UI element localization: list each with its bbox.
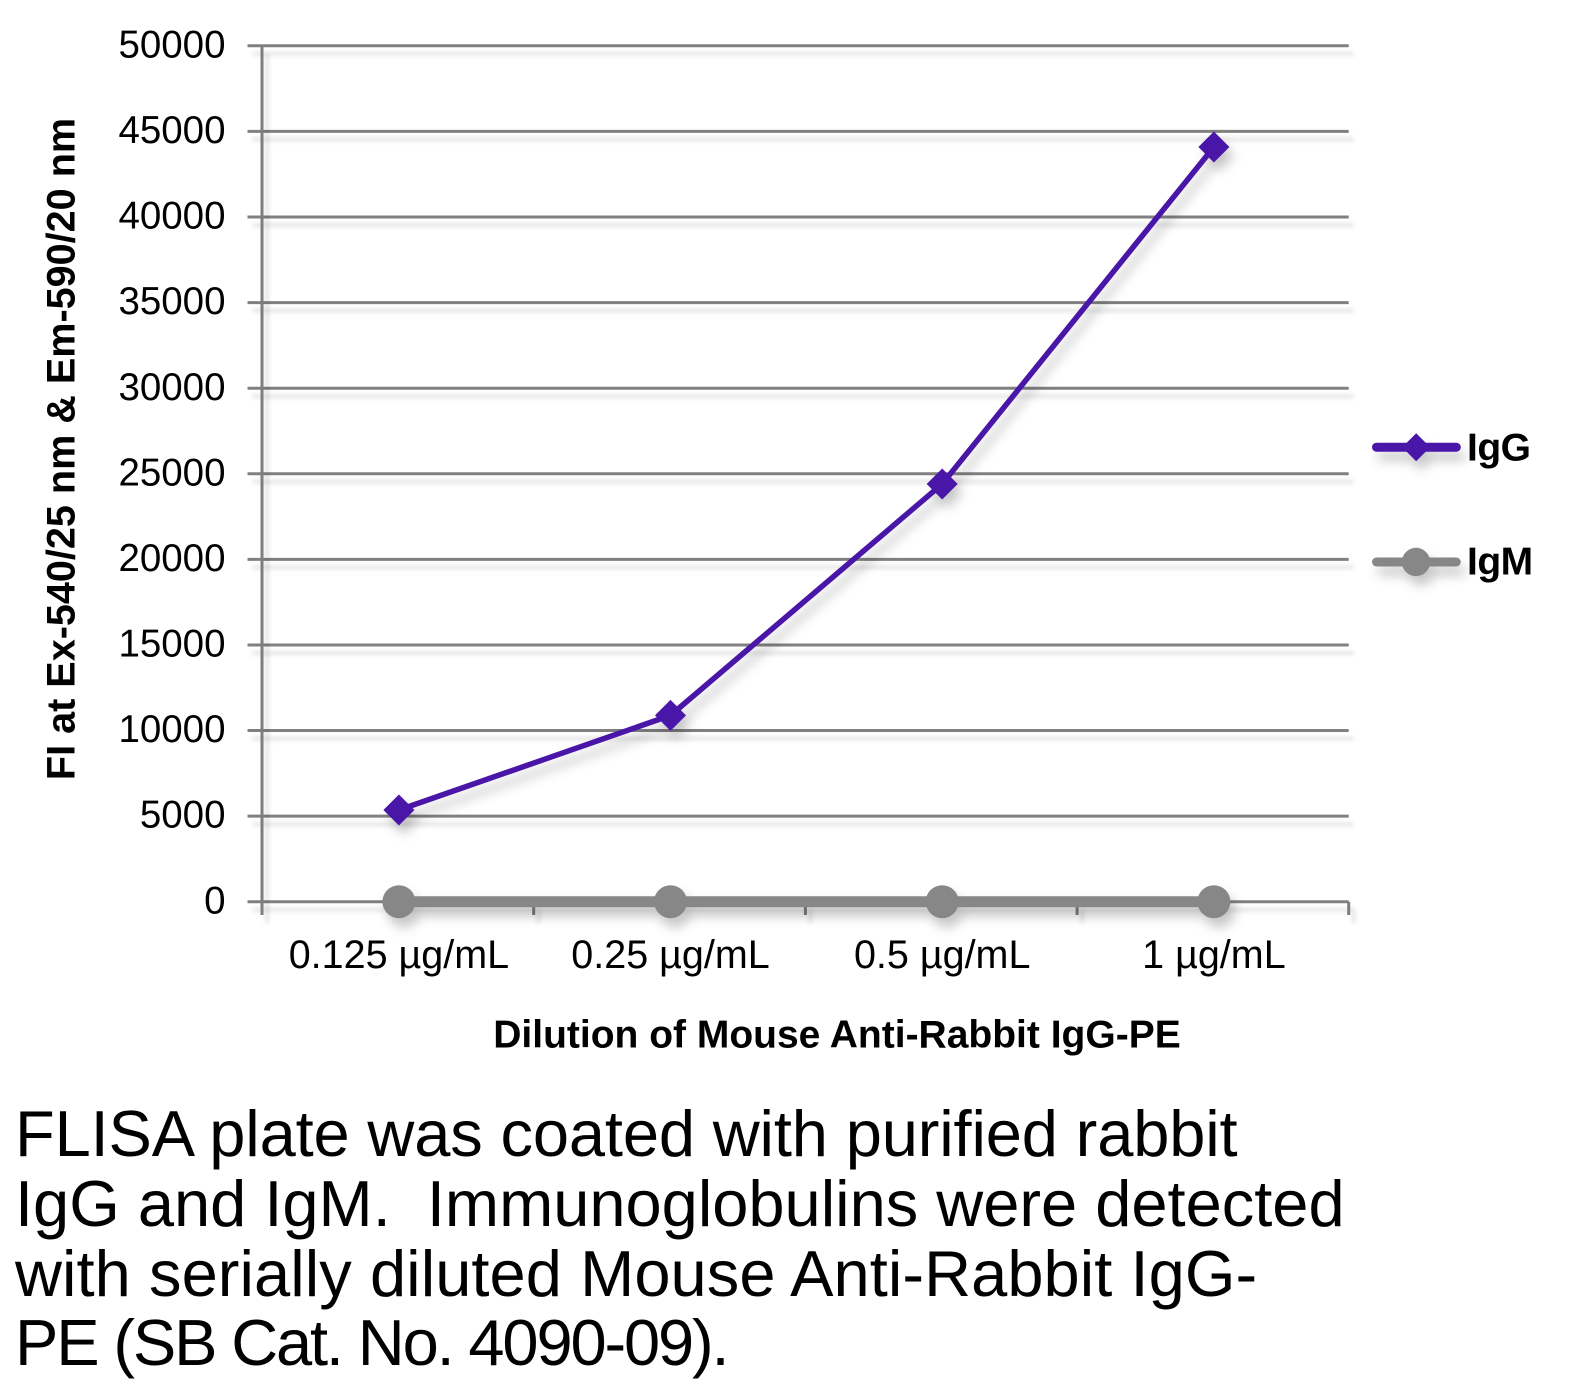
svg-text:10000: 10000	[118, 708, 225, 751]
svg-text:0.5 µg/mL: 0.5 µg/mL	[854, 933, 1030, 977]
svg-text:35000: 35000	[118, 280, 225, 323]
svg-text:1 µg/mL: 1 µg/mL	[1142, 933, 1286, 977]
svg-text:0.125 µg/mL: 0.125 µg/mL	[289, 933, 509, 977]
svg-text:25000: 25000	[118, 451, 225, 494]
svg-text:45000: 45000	[118, 109, 225, 152]
svg-text:0: 0	[204, 879, 225, 922]
svg-text:20000: 20000	[118, 537, 225, 580]
svg-text:40000: 40000	[118, 195, 225, 238]
svg-text:15000: 15000	[118, 623, 225, 666]
svg-text:5000: 5000	[140, 794, 226, 837]
svg-text:30000: 30000	[118, 366, 225, 409]
svg-text:50000: 50000	[118, 23, 225, 66]
svg-text:IgM: IgM	[1467, 540, 1533, 583]
svg-text:0.25 µg/mL: 0.25 µg/mL	[571, 933, 769, 977]
svg-text:FI at Ex-540/25 nm & Em-590/20: FI at Ex-540/25 nm & Em-590/20 nm	[40, 118, 84, 780]
svg-text:Dilution of Mouse Anti-Rabbit: Dilution of Mouse Anti-Rabbit IgG-PE	[493, 1014, 1180, 1057]
svg-text:IgG: IgG	[1467, 426, 1531, 469]
